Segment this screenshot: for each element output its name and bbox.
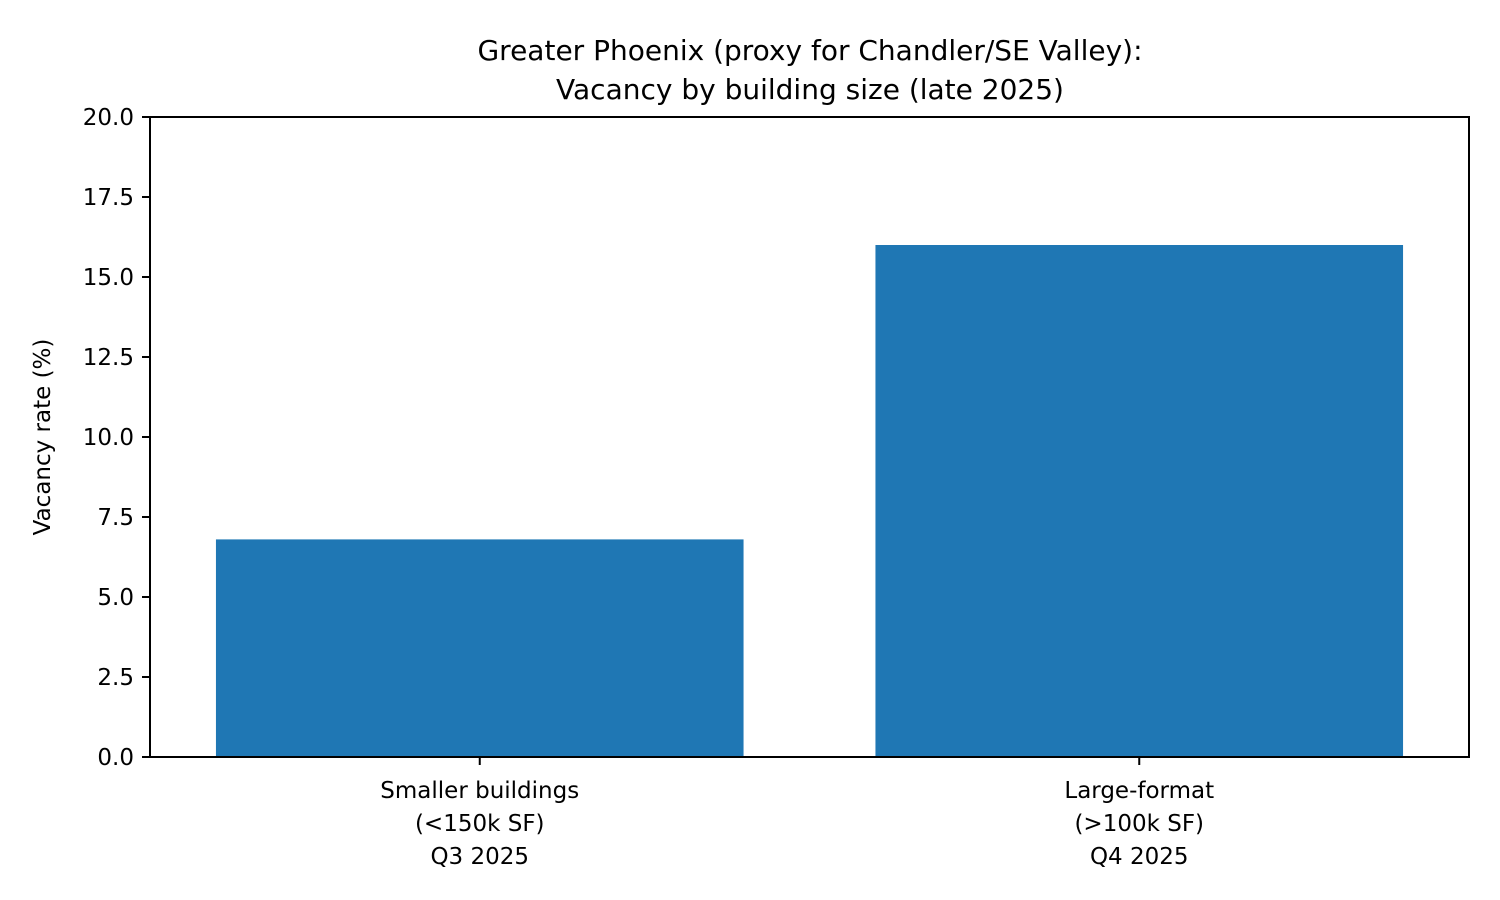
bar-1: [215, 539, 744, 757]
x-tick-label: Large-format: [1064, 778, 1214, 804]
y-tick-label: 2.5: [97, 665, 134, 691]
y-tick-label: 0.0: [97, 745, 134, 771]
chart-title: Greater Phoenix (proxy for Chandler/SE V…: [477, 34, 1142, 106]
y-tick-label: 17.5: [83, 185, 134, 211]
y-tick-label: 12.5: [83, 345, 134, 371]
x-tick-label: (<150k SF): [415, 811, 545, 837]
y-tick-label: 15.0: [83, 265, 134, 291]
bars: [215, 245, 1404, 757]
x-tick-label: Q3 2025: [430, 844, 529, 870]
chart-title-line-2: Vacancy by building size (late 2025): [556, 73, 1064, 106]
y-axis-label: Vacancy rate (%): [30, 339, 56, 536]
x-axis-ticks: Smaller buildings (<150k SF) Q3 2025 Large-…: [380, 757, 1214, 870]
x-tick-label: (>100k SF): [1074, 811, 1204, 837]
y-tick-label: 5.0: [97, 585, 134, 611]
y-tick-label: 10.0: [83, 425, 134, 451]
chart-title-line-1: Greater Phoenix (proxy for Chandler/SE V…: [477, 34, 1142, 67]
x-tick-label: Smaller buildings: [380, 778, 579, 804]
x-tick-label: Q4 2025: [1090, 844, 1189, 870]
y-tick-label: 20.0: [83, 105, 134, 131]
y-axis-ticks: 0.0 2.5 5.0 7.5 10.0 12.5 15.0 17.5 20.0: [83, 105, 150, 771]
bar-2: [875, 245, 1404, 757]
plot-frame: [149, 116, 1470, 758]
y-tick-label: 7.5: [97, 505, 134, 531]
